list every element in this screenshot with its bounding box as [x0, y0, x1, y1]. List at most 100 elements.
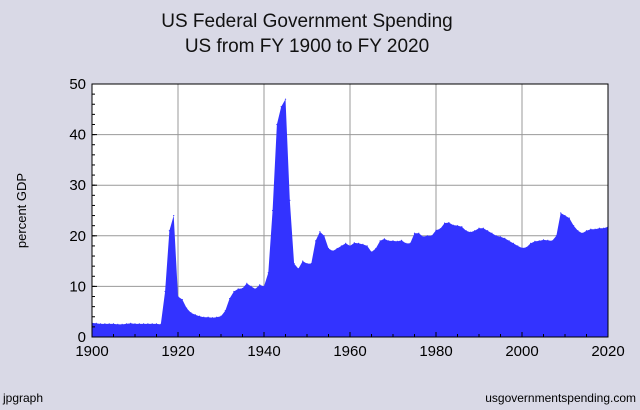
- data-point: [280, 106, 282, 108]
- data-point: [594, 228, 596, 230]
- data-point: [426, 235, 428, 237]
- x-tick-label: 1900: [75, 343, 108, 360]
- data-point: [491, 232, 493, 234]
- data-point: [207, 316, 209, 318]
- data-point: [267, 272, 269, 274]
- data-point: [512, 242, 515, 244]
- data-point: [134, 323, 136, 325]
- data-point: [465, 230, 467, 232]
- data-point: [461, 226, 463, 228]
- data-point: [173, 214, 175, 217]
- data-point: [573, 225, 575, 227]
- data-point: [160, 323, 162, 325]
- data-point: [478, 227, 480, 229]
- data-point: [224, 310, 226, 312]
- data-point: [315, 240, 317, 242]
- data-point: [104, 323, 106, 325]
- data-point: [130, 322, 132, 324]
- data-point: [216, 316, 218, 318]
- data-point: [392, 240, 394, 242]
- data-point: [349, 245, 351, 247]
- chart-subtitle: US from FY 1900 to FY 2020: [184, 36, 430, 57]
- data-point: [323, 235, 325, 237]
- data-point: [568, 217, 570, 219]
- data-point: [147, 323, 149, 325]
- data-point: [366, 245, 368, 247]
- data-point: [396, 240, 398, 242]
- data-point: [254, 288, 256, 290]
- data-point: [190, 312, 192, 314]
- data-point: [456, 225, 459, 227]
- data-point: [564, 214, 566, 217]
- data-point: [581, 232, 583, 234]
- footer-credit-source: usgovernmentspending.com: [485, 391, 636, 405]
- data-point: [439, 228, 441, 230]
- y-axis-label: percent GDP: [14, 173, 29, 248]
- data-point: [444, 222, 446, 224]
- y-tick-label: 50: [69, 76, 86, 93]
- data-point: [302, 260, 304, 262]
- x-tick-label: 1960: [333, 343, 366, 360]
- data-point: [487, 230, 489, 232]
- y-tick-label: 10: [69, 278, 86, 295]
- data-point: [345, 242, 347, 244]
- data-point: [319, 231, 321, 233]
- data-point: [534, 240, 536, 242]
- data-point: [276, 123, 278, 126]
- data-point: [538, 240, 540, 242]
- data-point: [585, 230, 588, 232]
- data-point: [504, 237, 506, 239]
- data-point: [452, 224, 454, 226]
- data-point: [181, 298, 183, 301]
- data-point: [259, 284, 261, 286]
- data-point: [435, 229, 437, 231]
- data-point: [310, 263, 312, 265]
- data-point: [469, 231, 471, 233]
- x-tick-label: 1980: [419, 343, 452, 360]
- data-point: [332, 250, 334, 252]
- data-point: [203, 316, 205, 318]
- data-point: [246, 282, 248, 284]
- footer-credit-jpgraph: jpgraph: [3, 391, 44, 405]
- data-point: [155, 323, 158, 325]
- y-tick-label: 0: [78, 329, 86, 346]
- data-point: [263, 285, 265, 287]
- data-point: [409, 242, 411, 244]
- data-point: [164, 290, 166, 293]
- data-point: [598, 227, 601, 229]
- data-point: [401, 239, 403, 241]
- y-tick-label: 30: [69, 177, 86, 194]
- data-point: [143, 323, 145, 325]
- data-point: [603, 227, 605, 229]
- data-point: [306, 263, 308, 265]
- data-point: [297, 268, 299, 270]
- data-point: [482, 227, 484, 229]
- data-point: [530, 242, 532, 244]
- data-point: [495, 235, 497, 237]
- data-point: [293, 263, 295, 265]
- data-point: [340, 245, 342, 247]
- data-point: [241, 287, 244, 290]
- data-point: [547, 239, 549, 241]
- data-point: [418, 232, 420, 234]
- x-tick-label: 2020: [591, 343, 624, 360]
- chart-title: US Federal Government Spending: [161, 11, 453, 32]
- data-point: [198, 315, 201, 317]
- data-point: [125, 323, 127, 325]
- data-point: [233, 290, 235, 293]
- data-point: [422, 236, 424, 238]
- data-point: [100, 323, 102, 325]
- data-point: [551, 240, 553, 242]
- data-point: [250, 285, 252, 287]
- data-point: [289, 199, 291, 201]
- data-point: [560, 212, 562, 214]
- data-point: [525, 246, 527, 249]
- data-point: [590, 228, 592, 230]
- data-point: [336, 247, 338, 250]
- data-point: [383, 238, 385, 240]
- data-point: [375, 247, 377, 250]
- y-tick-label: 40: [69, 127, 86, 144]
- data-point: [413, 232, 416, 234]
- data-point: [327, 247, 330, 250]
